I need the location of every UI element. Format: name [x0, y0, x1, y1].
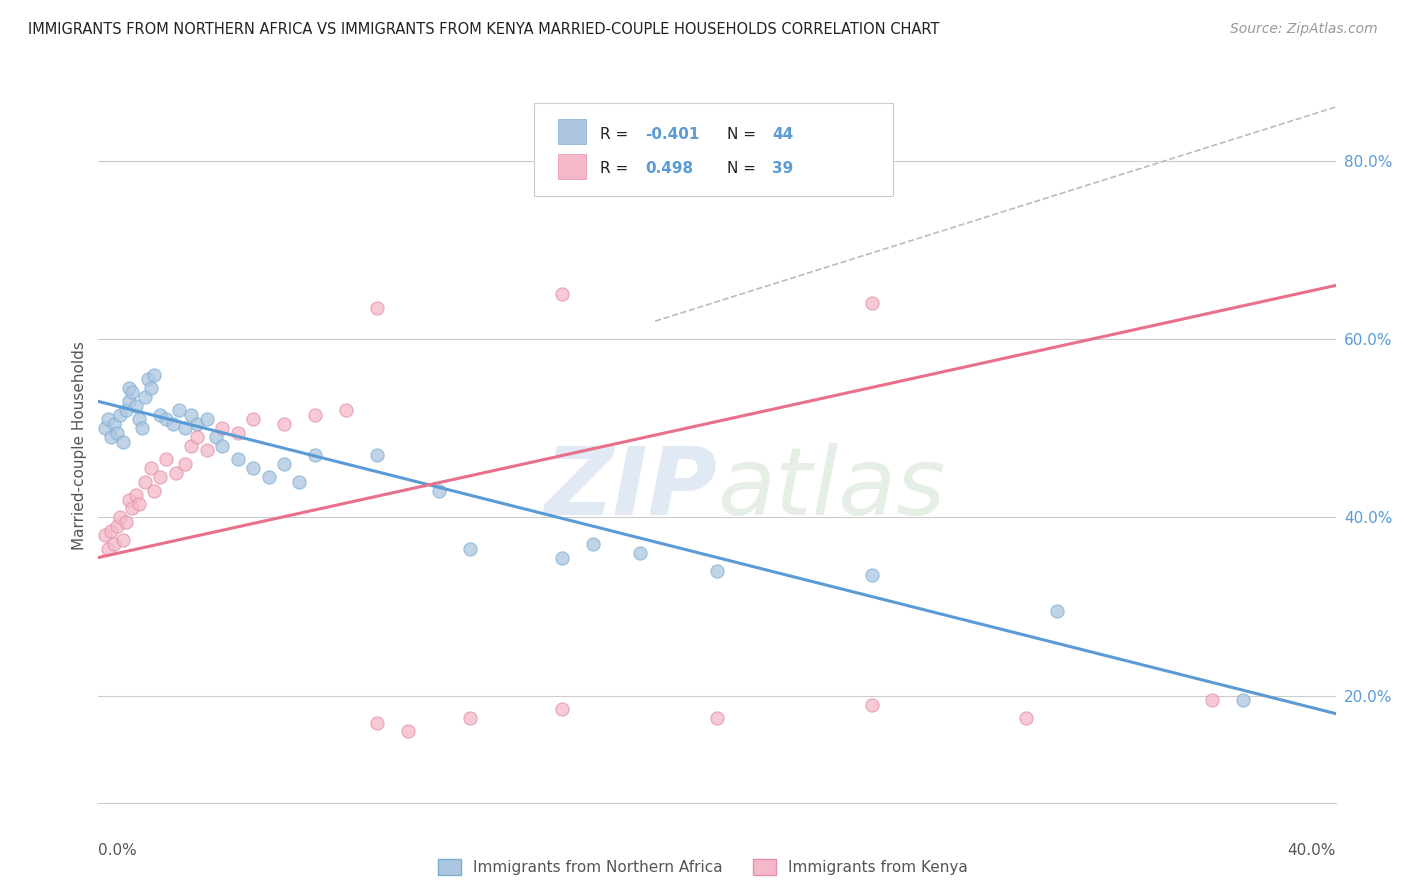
- Text: N =: N =: [727, 161, 761, 176]
- Text: atlas: atlas: [717, 443, 945, 534]
- Point: [304, 448, 326, 462]
- Text: IMMIGRANTS FROM NORTHERN AFRICA VS IMMIGRANTS FROM KENYA MARRIED-COUPLE HOUSEHOL: IMMIGRANTS FROM NORTHERN AFRICA VS IMMIG…: [28, 22, 939, 37]
- Point: [143, 368, 166, 382]
- Point: [458, 711, 481, 725]
- Point: [551, 550, 574, 565]
- Point: [100, 524, 122, 538]
- Point: [105, 519, 128, 533]
- Point: [124, 488, 146, 502]
- Point: [304, 408, 326, 422]
- Point: [628, 546, 651, 560]
- Point: [115, 403, 138, 417]
- Point: [211, 439, 233, 453]
- Point: [118, 381, 141, 395]
- Point: [257, 470, 280, 484]
- Point: [136, 372, 159, 386]
- Point: [860, 698, 883, 712]
- Point: [1232, 693, 1254, 707]
- Point: [167, 403, 190, 417]
- Text: 0.498: 0.498: [645, 161, 693, 176]
- Legend: Immigrants from Northern Africa, Immigrants from Kenya: Immigrants from Northern Africa, Immigra…: [437, 860, 969, 875]
- Point: [273, 417, 295, 431]
- Point: [108, 408, 131, 422]
- Point: [118, 492, 141, 507]
- Point: [205, 430, 228, 444]
- Text: ZIP: ZIP: [544, 442, 717, 535]
- Point: [118, 394, 141, 409]
- Point: [149, 470, 172, 484]
- Point: [165, 466, 187, 480]
- Point: [1046, 604, 1069, 618]
- Point: [396, 724, 419, 739]
- Text: 39: 39: [772, 161, 793, 176]
- Point: [174, 421, 197, 435]
- Point: [139, 381, 162, 395]
- Point: [93, 421, 115, 435]
- Point: [121, 385, 143, 400]
- Point: [108, 510, 131, 524]
- Point: [273, 457, 295, 471]
- Point: [155, 412, 177, 426]
- Point: [174, 457, 197, 471]
- Point: [139, 461, 162, 475]
- Point: [112, 434, 135, 449]
- Point: [226, 452, 249, 467]
- Point: [1201, 693, 1223, 707]
- Point: [551, 287, 574, 301]
- Point: [211, 421, 233, 435]
- Point: [860, 568, 883, 582]
- Point: [427, 483, 450, 498]
- Point: [100, 430, 122, 444]
- Point: [134, 475, 156, 489]
- Point: [226, 425, 249, 440]
- Text: 44: 44: [772, 128, 793, 142]
- Point: [149, 408, 172, 422]
- Point: [186, 430, 208, 444]
- Point: [458, 541, 481, 556]
- Point: [706, 564, 728, 578]
- Point: [242, 412, 264, 426]
- Y-axis label: Married-couple Households: Married-couple Households: [72, 342, 87, 550]
- Point: [366, 448, 388, 462]
- Point: [143, 483, 166, 498]
- Point: [115, 515, 138, 529]
- Point: [134, 390, 156, 404]
- Point: [195, 412, 218, 426]
- Text: R =: R =: [600, 128, 634, 142]
- Point: [128, 497, 150, 511]
- Text: R =: R =: [600, 161, 634, 176]
- Text: 0.0%: 0.0%: [98, 843, 138, 858]
- Point: [97, 541, 120, 556]
- Point: [162, 417, 184, 431]
- Point: [131, 421, 153, 435]
- Point: [105, 425, 128, 440]
- Point: [103, 537, 125, 551]
- Point: [551, 702, 574, 716]
- Point: [112, 533, 135, 547]
- Point: [366, 715, 388, 730]
- Point: [335, 403, 357, 417]
- Point: [180, 439, 202, 453]
- Point: [155, 452, 177, 467]
- Point: [706, 711, 728, 725]
- Point: [1015, 711, 1038, 725]
- Point: [97, 412, 120, 426]
- Point: [128, 412, 150, 426]
- Point: [121, 501, 143, 516]
- Point: [860, 296, 883, 310]
- Point: [195, 443, 218, 458]
- Text: N =: N =: [727, 128, 761, 142]
- Text: 40.0%: 40.0%: [1288, 843, 1336, 858]
- Point: [93, 528, 115, 542]
- Point: [186, 417, 208, 431]
- Point: [242, 461, 264, 475]
- Point: [582, 537, 605, 551]
- Point: [366, 301, 388, 315]
- Point: [124, 399, 146, 413]
- Point: [103, 417, 125, 431]
- Point: [288, 475, 311, 489]
- Point: [180, 408, 202, 422]
- Text: Source: ZipAtlas.com: Source: ZipAtlas.com: [1230, 22, 1378, 37]
- Text: -0.401: -0.401: [645, 128, 700, 142]
